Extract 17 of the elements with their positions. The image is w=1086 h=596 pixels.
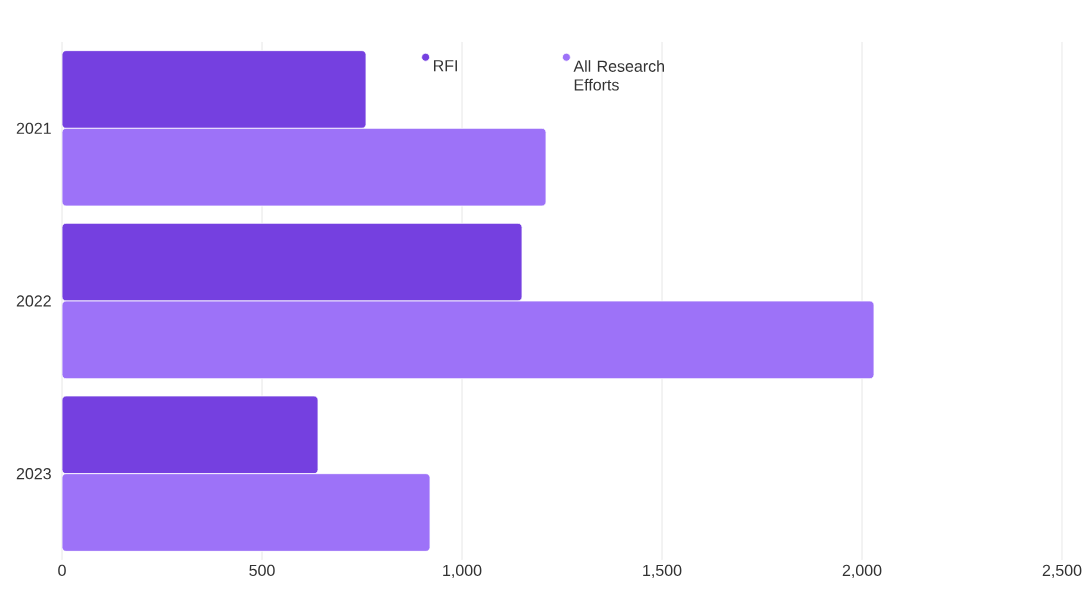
bar <box>62 222 523 302</box>
x-tick-label: 2,000 <box>842 564 882 578</box>
x-tick-label: 1,000 <box>443 564 482 578</box>
y-tick-label: 2021 <box>16 122 51 134</box>
bar <box>62 50 367 129</box>
y-tick-label: 2023 <box>16 468 51 480</box>
legend-label: RFI <box>433 60 457 72</box>
x-tick-label: 1,500 <box>643 564 682 578</box>
legend-label: All Research Efforts <box>573 60 664 91</box>
x-tick-label: 0 <box>58 564 66 577</box>
x-tick-label: 500 <box>249 564 275 577</box>
x-tick-label: 2,500 <box>1042 564 1082 578</box>
y-tick-label: 2022 <box>16 295 51 307</box>
bar <box>62 300 875 380</box>
bar <box>62 127 547 207</box>
bar <box>62 473 431 552</box>
bar <box>62 395 319 475</box>
